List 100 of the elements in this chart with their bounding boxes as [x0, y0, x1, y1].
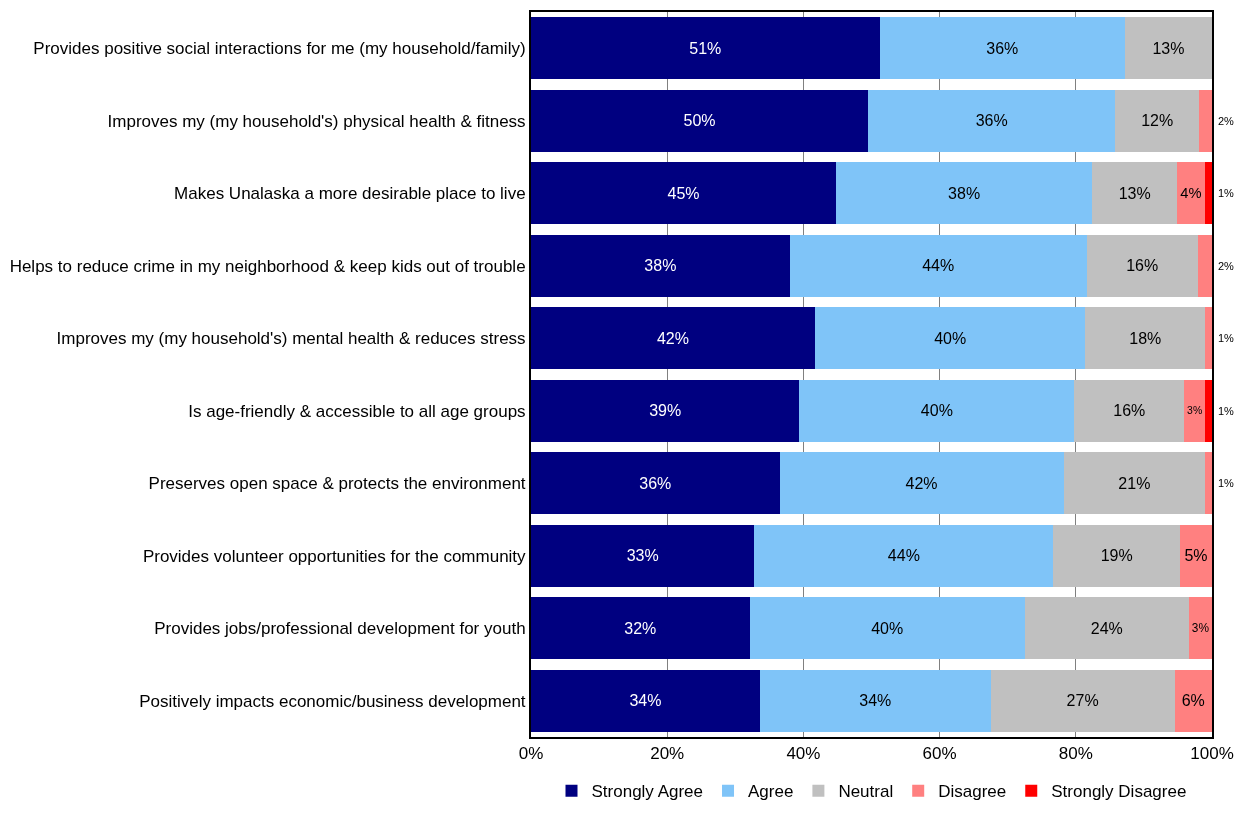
data-label: 32% [624, 619, 657, 637]
bar [1188, 597, 1212, 660]
bar [1204, 162, 1212, 225]
bar [779, 452, 1064, 515]
y-tick-label: Provides jobs/professional development for youth [154, 619, 526, 639]
data-label: 42% [905, 474, 938, 492]
bar [754, 524, 1054, 587]
bar [1124, 17, 1212, 80]
y-tick-label: Positively impacts economic/business development [139, 691, 526, 711]
data-label: 2% [1218, 115, 1235, 127]
bar [1179, 524, 1212, 587]
data-label: 44% [887, 547, 920, 565]
legend-label: Agree [748, 782, 794, 802]
y-tick-label: Improves my (my household's) physical health & fitness [107, 111, 526, 131]
x-tick-label: 20% [650, 744, 685, 764]
data-label: 51% [689, 39, 722, 57]
legend-label: Disagree [938, 782, 1007, 802]
bar [789, 234, 1087, 297]
data-label: 3% [1187, 405, 1203, 417]
data-label: 4% [1180, 185, 1202, 202]
bar [1074, 379, 1185, 442]
y-tick-label: Provides volunteer opportunities for the community [142, 546, 527, 566]
data-label: 5% [1184, 547, 1208, 565]
x-tick-label: 0% [518, 744, 544, 764]
data-label: 34% [859, 692, 892, 710]
x-tick-label: 100% [1190, 744, 1234, 764]
bar [1205, 307, 1212, 370]
data-label: 45% [667, 184, 700, 202]
data-label: 38% [948, 184, 981, 202]
bar [1205, 379, 1212, 442]
bar [1184, 379, 1206, 442]
bar [1085, 307, 1206, 370]
data-label: 3% [1191, 621, 1210, 636]
data-label: 1% [1218, 332, 1235, 344]
bar [1092, 162, 1178, 225]
data-label: 21% [1118, 474, 1151, 492]
data-label: 16% [1126, 257, 1159, 275]
data-label: 42% [656, 329, 690, 347]
bar [1086, 234, 1198, 297]
bar [879, 17, 1125, 80]
data-label: 40% [920, 402, 953, 420]
data-label: 40% [934, 329, 967, 347]
bar [1063, 452, 1206, 515]
data-label: 13% [1152, 39, 1185, 57]
bar [1197, 234, 1212, 297]
data-label: 1% [1218, 405, 1235, 417]
y-tick-label: Preserves open space & protects the environment [148, 474, 526, 494]
bar [868, 89, 1116, 152]
data-label: 27% [1066, 692, 1099, 710]
data-label: 24% [1090, 619, 1123, 637]
legend-label: Neutral [838, 782, 894, 802]
bar [531, 17, 880, 80]
y-tick-label: Improves my (my household's) mental health & reduces stress [56, 329, 526, 349]
y-tick-label: Provides positive social interactions for me (my household/family) [33, 39, 526, 59]
bar [759, 669, 991, 732]
data-label: 40% [871, 619, 904, 637]
data-label: 16% [1113, 402, 1146, 420]
bar [531, 452, 780, 515]
data-label: 18% [1129, 329, 1162, 347]
bar [749, 597, 1025, 660]
x-tick-label: 80% [1058, 744, 1093, 764]
bar [836, 162, 1093, 225]
data-label: 1% [1218, 187, 1235, 199]
data-label: 39% [649, 402, 682, 420]
data-label: 36% [639, 474, 672, 492]
bar [531, 307, 815, 370]
data-label: 38% [644, 257, 677, 275]
data-label: 6% [1181, 692, 1205, 710]
bar [990, 669, 1175, 732]
bar [814, 307, 1086, 370]
data-label: 2% [1218, 260, 1235, 272]
bar [1177, 162, 1205, 225]
bar [1199, 89, 1212, 152]
bar [531, 89, 869, 152]
y-tick-label: Is age-friendly & accessible to all age groups [188, 401, 526, 421]
bar [1174, 669, 1212, 732]
data-label: 50% [683, 112, 716, 130]
data-label: 12% [1141, 112, 1174, 130]
x-tick-label: 60% [922, 744, 957, 764]
bar [1205, 452, 1212, 515]
bar [531, 379, 800, 442]
data-label: 33% [626, 547, 659, 565]
bar [1024, 597, 1189, 660]
x-tick-label: 40% [786, 744, 821, 764]
bar [531, 162, 837, 225]
data-label: 34% [629, 692, 662, 710]
legend-label: Strongly Disagree [1051, 782, 1187, 802]
y-tick-label: Makes Unalaska a more desirable place to live [174, 184, 526, 204]
y-tick-label: Helps to reduce crime in my neighborhood & keep kids out of trouble [9, 256, 526, 276]
bar [1115, 89, 1200, 152]
bar [1053, 524, 1180, 587]
bar [531, 524, 755, 587]
data-label: 36% [975, 112, 1008, 130]
data-label: 13% [1118, 184, 1151, 202]
data-label: 19% [1100, 547, 1133, 565]
bar [531, 597, 750, 660]
legend-label: Strongly Agree [591, 782, 704, 802]
bar [799, 379, 1075, 442]
bar [531, 669, 760, 732]
bar [531, 234, 790, 297]
